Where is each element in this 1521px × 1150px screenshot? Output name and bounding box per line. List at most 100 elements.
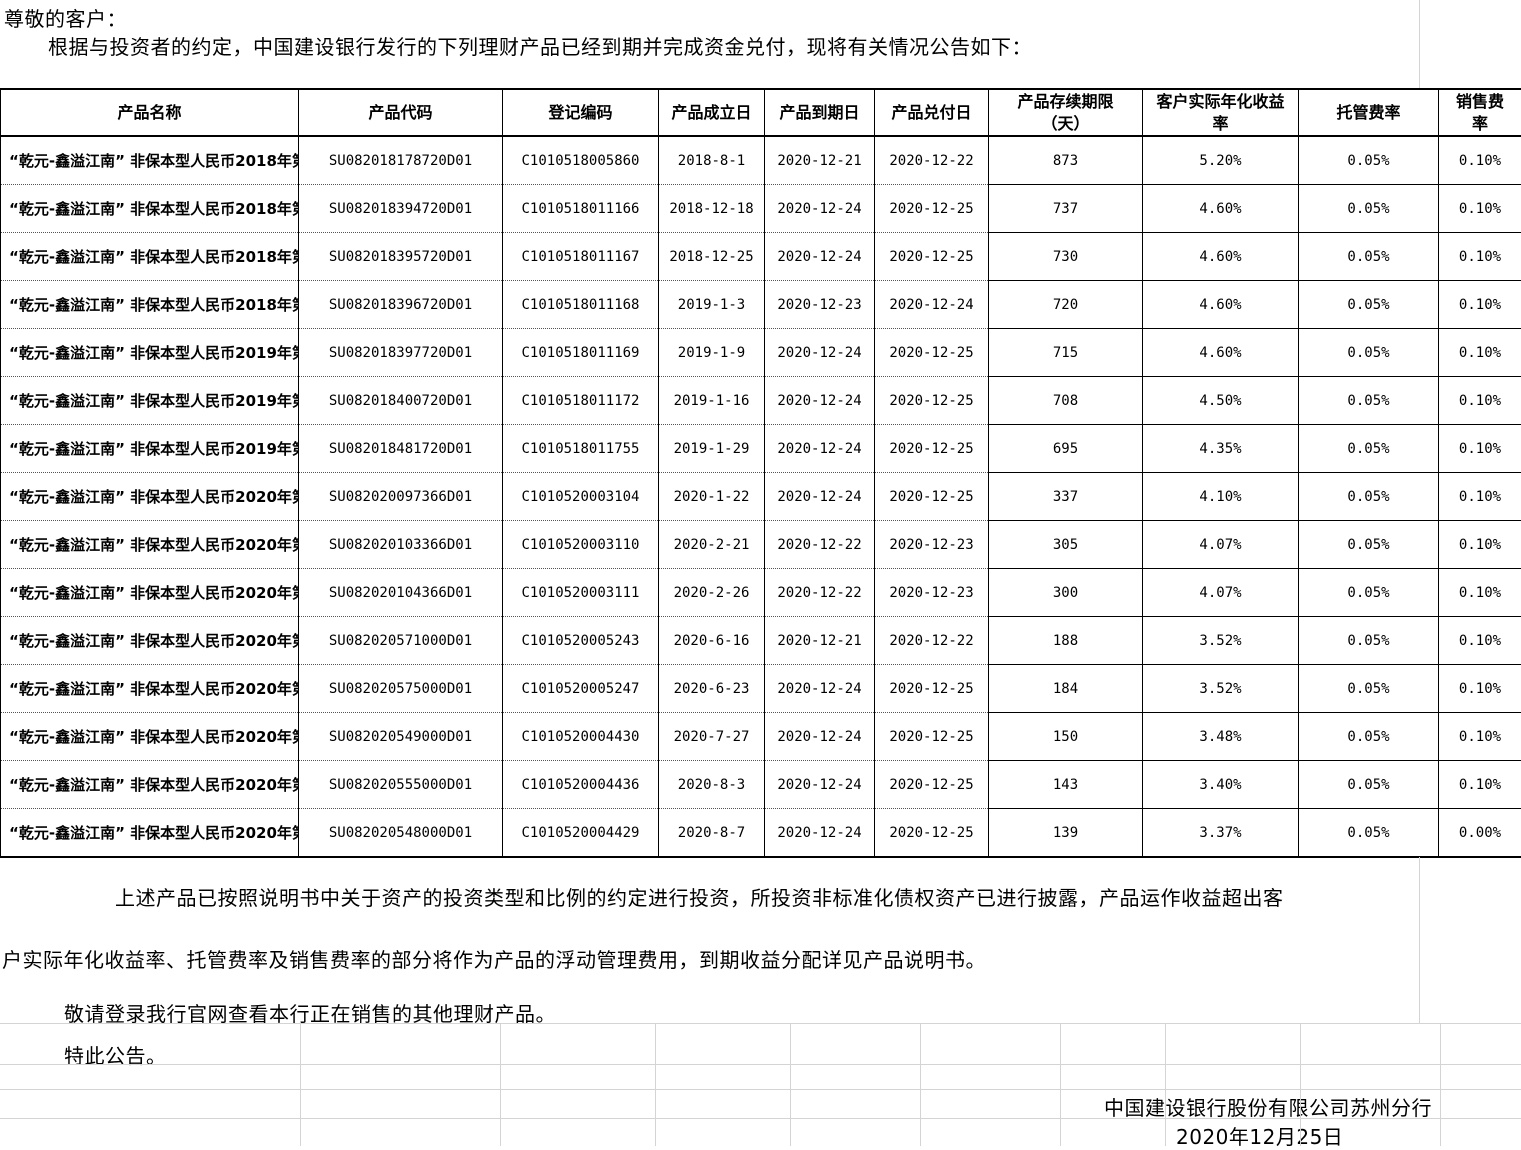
start-date-cell: 2019-1-16 <box>659 377 765 425</box>
duration-days-cell: 730 <box>989 233 1143 281</box>
payment-date-cell: 2020-12-25 <box>875 665 989 713</box>
maturity-date-cell: 2020-12-24 <box>765 329 875 377</box>
product-code-cell: SU082018178720D01 <box>299 136 503 185</box>
table-row: “乾元-鑫溢江南” 非保本型人民币2020年第104期SU08202010336… <box>1 521 1521 569</box>
table-row: “乾元-鑫溢江南” 非保本型人民币2018年第394期SU08201839472… <box>1 185 1521 233</box>
table-row: “乾元-鑫溢江南” 非保本型人民币2020年第98期SU082020097366… <box>1 473 1521 521</box>
product-name-cell: “乾元-鑫溢江南” 非保本型人民币2019年第3期 <box>1 329 299 377</box>
table-row: “乾元-鑫溢江南” 非保本型人民币2019年第3期SU082018397720D… <box>1 329 1521 377</box>
start-date-cell: 2019-1-9 <box>659 329 765 377</box>
start-date-cell: 2020-8-3 <box>659 761 765 809</box>
spreadsheet-gridline <box>790 1023 791 1146</box>
column-header-product-name: 产品名称 <box>1 89 299 136</box>
payment-date-cell: 2020-12-23 <box>875 521 989 569</box>
product-code-cell: SU082020104366D01 <box>299 569 503 617</box>
payment-date-cell: 2020-12-25 <box>875 713 989 761</box>
table-row: “乾元-鑫溢江南” 非保本型人民币2020年第555期SU08202055500… <box>1 761 1521 809</box>
actual-annual-yield-cell: 3.52% <box>1143 665 1299 713</box>
spreadsheet-gridline <box>655 1023 656 1146</box>
product-name-cell: “乾元-鑫溢江南” 非保本型人民币2020年第555期 <box>1 761 299 809</box>
spreadsheet-gridline <box>500 1023 501 1146</box>
payment-date-cell: 2020-12-25 <box>875 233 989 281</box>
column-header-product-code: 产品代码 <box>299 89 503 136</box>
registration-code-cell: C1010518005860 <box>503 136 659 185</box>
table-row: “乾元-鑫溢江南” 非保本型人民币2019年第11期SU082018400720… <box>1 377 1521 425</box>
sales-fee-rate-cell: 0.10% <box>1439 473 1521 521</box>
sales-fee-rate-cell: 0.10% <box>1439 665 1521 713</box>
table-row: “乾元-鑫溢江南” 非保本型人民币2018年第395期SU08201839572… <box>1 233 1521 281</box>
payment-date-cell: 2020-12-25 <box>875 473 989 521</box>
sales-fee-rate-cell: 0.10% <box>1439 329 1521 377</box>
custody-fee-rate-cell: 0.05% <box>1299 713 1439 761</box>
custody-fee-rate-cell: 0.05% <box>1299 569 1439 617</box>
product-code-cell: SU082020549000D01 <box>299 713 503 761</box>
sales-fee-rate-cell: 0.10% <box>1439 233 1521 281</box>
payment-date-cell: 2020-12-25 <box>875 377 989 425</box>
actual-annual-yield-cell: 3.48% <box>1143 713 1299 761</box>
maturity-date-cell: 2020-12-24 <box>765 185 875 233</box>
sales-fee-rate-cell: 0.10% <box>1439 377 1521 425</box>
sales-fee-rate-cell: 0.10% <box>1439 185 1521 233</box>
table-row: “乾元-鑫溢江南” 非保本型人民币2020年第548期SU08202054800… <box>1 809 1521 858</box>
product-code-cell: SU082018400720D01 <box>299 377 503 425</box>
actual-annual-yield-cell: 4.60% <box>1143 185 1299 233</box>
product-code-cell: SU082020103366D01 <box>299 521 503 569</box>
payment-date-cell: 2020-12-25 <box>875 761 989 809</box>
spreadsheet-gridline <box>0 1118 1521 1119</box>
product-name-cell: “乾元-鑫溢江南” 非保本型人民币2018年第178期 <box>1 136 299 185</box>
registration-code-cell: C1010520003111 <box>503 569 659 617</box>
duration-days-cell: 150 <box>989 713 1143 761</box>
greeting-text: 尊敬的客户： <box>4 3 127 32</box>
disclosure-paragraph-line2: 户实际年化收益率、托管费率及销售费率的部分将作为产品的浮动管理费用，到期收益分配… <box>2 944 986 973</box>
product-name-cell: “乾元-鑫溢江南” 非保本型人民币2020年第98期 <box>1 473 299 521</box>
column-header-payment-date: 产品兑付日 <box>875 89 989 136</box>
maturity-date-cell: 2020-12-24 <box>765 713 875 761</box>
start-date-cell: 2020-2-21 <box>659 521 765 569</box>
spreadsheet-gridline <box>0 1064 1521 1065</box>
start-date-cell: 2020-7-27 <box>659 713 765 761</box>
table-row: “乾元-鑫溢江南” 非保本型人民币2020年第549期SU08202054900… <box>1 713 1521 761</box>
start-date-cell: 2018-8-1 <box>659 136 765 185</box>
custody-fee-rate-cell: 0.05% <box>1299 665 1439 713</box>
sales-fee-rate-cell: 0.10% <box>1439 617 1521 665</box>
registration-code-cell: C1010520004436 <box>503 761 659 809</box>
custody-fee-rate-cell: 0.05% <box>1299 136 1439 185</box>
spreadsheet-gridline <box>1440 1023 1441 1146</box>
table-row: “乾元-鑫溢江南” 非保本型人民币2018年第396期SU08201839672… <box>1 281 1521 329</box>
product-name-cell: “乾元-鑫溢江南” 非保本型人民币2020年第104期 <box>1 521 299 569</box>
duration-days-cell: 873 <box>989 136 1143 185</box>
duration-days-cell: 184 <box>989 665 1143 713</box>
duration-days-cell: 695 <box>989 425 1143 473</box>
spreadsheet-gridline <box>300 1023 301 1146</box>
actual-annual-yield-cell: 4.07% <box>1143 521 1299 569</box>
actual-annual-yield-cell: 4.60% <box>1143 281 1299 329</box>
maturity-date-cell: 2020-12-24 <box>765 665 875 713</box>
maturity-date-cell: 2020-12-24 <box>765 809 875 858</box>
spreadsheet-gridline <box>0 1023 1521 1024</box>
registration-code-cell: C1010518011167 <box>503 233 659 281</box>
custody-fee-rate-cell: 0.05% <box>1299 377 1439 425</box>
maturity-date-cell: 2020-12-24 <box>765 233 875 281</box>
product-name-cell: “乾元-鑫溢江南” 非保本型人民币2020年第548期 <box>1 809 299 858</box>
duration-days-cell: 337 <box>989 473 1143 521</box>
actual-annual-yield-cell: 3.37% <box>1143 809 1299 858</box>
actual-annual-yield-cell: 5.20% <box>1143 136 1299 185</box>
maturity-date-cell: 2020-12-21 <box>765 617 875 665</box>
actual-annual-yield-cell: 4.50% <box>1143 377 1299 425</box>
table-row: “乾元-鑫溢江南” 非保本型人民币2019年第25期SU082018481720… <box>1 425 1521 473</box>
payment-date-cell: 2020-12-24 <box>875 281 989 329</box>
registration-code-cell: C1010520005247 <box>503 665 659 713</box>
spreadsheet-gridline <box>1419 857 1420 1023</box>
custody-fee-rate-cell: 0.05% <box>1299 809 1439 858</box>
payment-date-cell: 2020-12-22 <box>875 136 989 185</box>
product-name-cell: “乾元-鑫溢江南” 非保本型人民币2020年第575期 <box>1 665 299 713</box>
actual-annual-yield-cell: 4.60% <box>1143 233 1299 281</box>
product-code-cell: SU082018481720D01 <box>299 425 503 473</box>
column-header-custody-fee-rate: 托管费率 <box>1299 89 1439 136</box>
actual-annual-yield-cell: 4.60% <box>1143 329 1299 377</box>
maturity-date-cell: 2020-12-24 <box>765 377 875 425</box>
spreadsheet-gridline <box>1419 0 1420 88</box>
actual-annual-yield-cell: 4.10% <box>1143 473 1299 521</box>
maturity-date-cell: 2020-12-24 <box>765 425 875 473</box>
maturity-date-cell: 2020-12-23 <box>765 281 875 329</box>
